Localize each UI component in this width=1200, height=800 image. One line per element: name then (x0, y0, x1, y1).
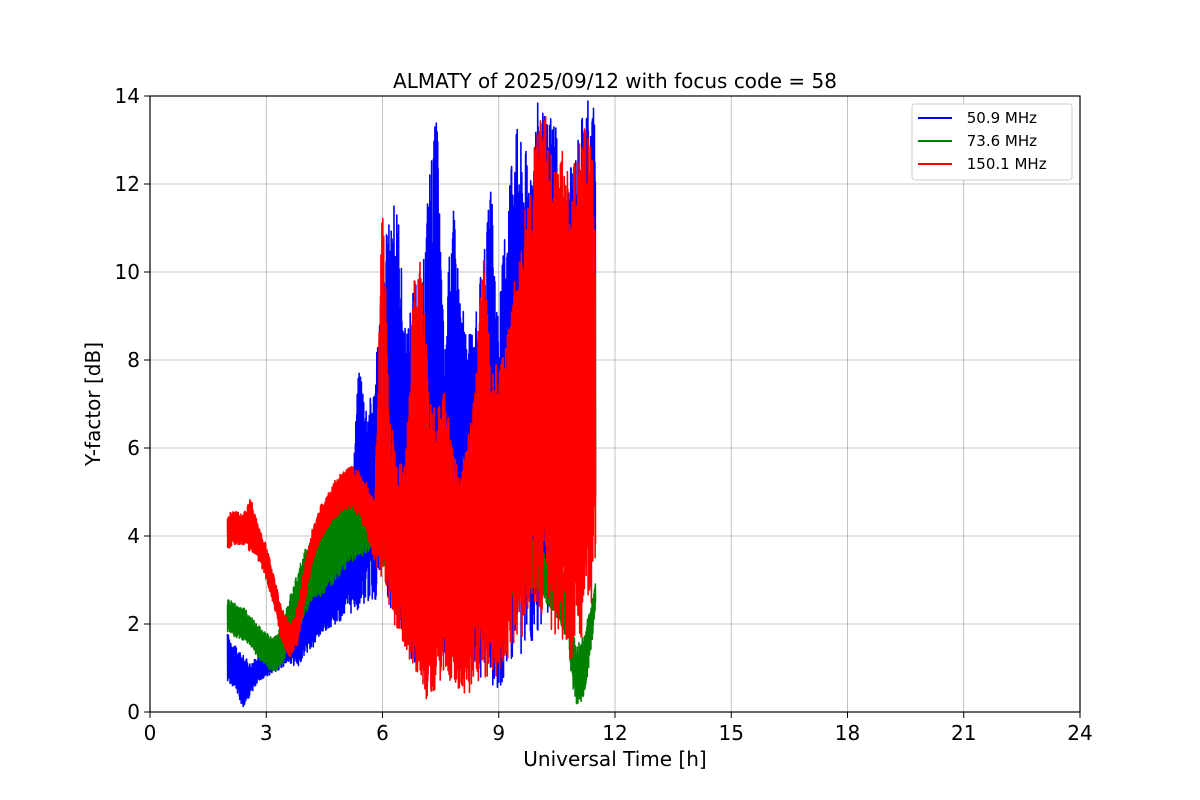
chart-title: ALMATY of 2025/09/12 with focus code = 5… (393, 69, 837, 93)
y-tick-label: 14 (115, 84, 140, 108)
x-axis-label: Universal Time [h] (523, 747, 706, 771)
x-tick-label: 0 (144, 721, 157, 745)
legend: 50.9 MHz 73.6 MHz 150.1 MHz (911, 103, 1073, 181)
x-tick-label: 15 (719, 721, 744, 745)
y-tick-label: 0 (127, 700, 140, 724)
legend-label-1: 73.6 MHz (962, 132, 1037, 150)
x-tick-label: 21 (951, 721, 976, 745)
y-tick-label: 2 (127, 612, 140, 636)
x-tick-label: 18 (835, 721, 860, 745)
x-tick-label: 12 (602, 721, 627, 745)
y-tick-label: 4 (127, 524, 140, 548)
legend-label-2: 150.1 MHz (962, 155, 1047, 173)
y-axis-label: Y-factor [dB] (81, 342, 105, 467)
y-tick-label: 8 (127, 348, 140, 372)
x-tick-label: 3 (260, 721, 273, 745)
y-tick-label: 10 (115, 260, 140, 284)
x-tick-label: 24 (1067, 721, 1092, 745)
y-tick-label: 6 (127, 436, 140, 460)
series-line-2 (226, 116, 597, 700)
legend-label-0: 50.9 MHz (962, 109, 1037, 127)
y-tick-label: 12 (115, 172, 140, 196)
legend-box (911, 103, 1073, 181)
series-layer (226, 100, 597, 708)
x-tick-label: 9 (492, 721, 505, 745)
x-tick-label: 6 (376, 721, 389, 745)
